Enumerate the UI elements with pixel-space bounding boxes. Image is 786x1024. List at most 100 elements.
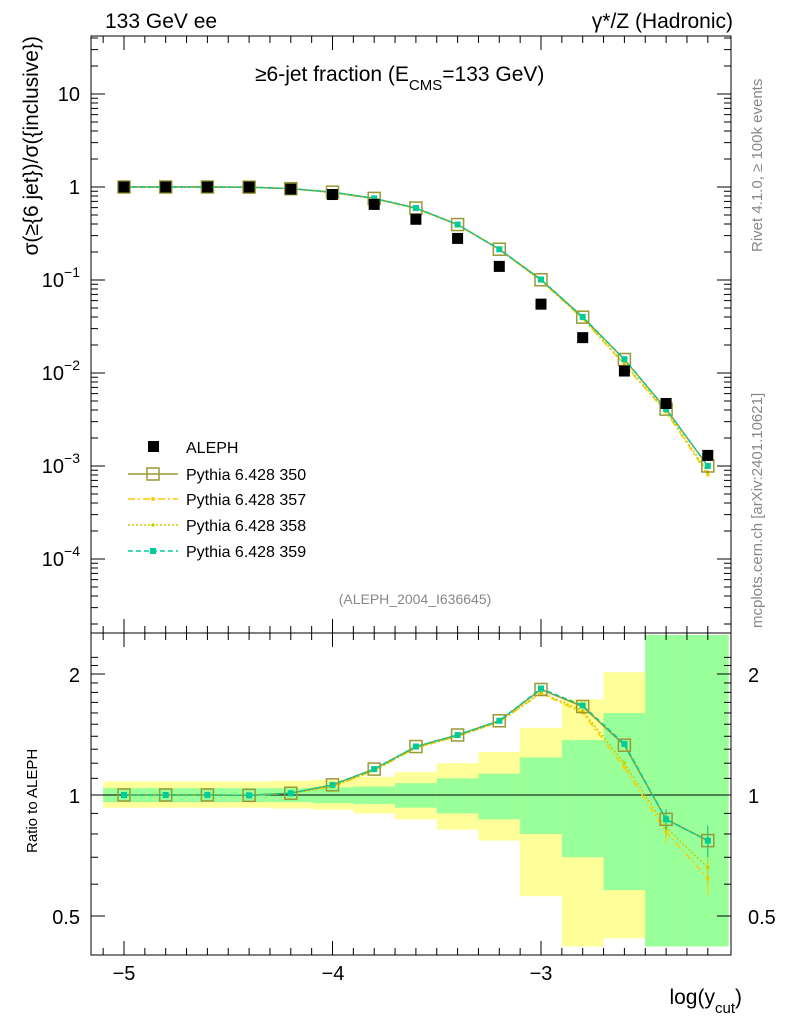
ratio-tick-label: 1 xyxy=(69,786,80,808)
x-tick-label: −4 xyxy=(322,963,345,985)
ratio-point-359 xyxy=(246,792,253,799)
chart-title-sub: CMS xyxy=(409,77,442,94)
stat-uncertainty-band xyxy=(436,778,479,814)
ratio-point-350 xyxy=(534,682,548,697)
legend-marker-357 xyxy=(151,497,155,501)
y-tick-label-base: 10 xyxy=(42,363,64,385)
data-point-aleph xyxy=(118,181,130,193)
data-point-aleph xyxy=(201,181,213,193)
series-point-350 xyxy=(492,242,507,256)
ratio-tick-labels-left: 0.5 1 2 xyxy=(52,665,80,929)
data-point-aleph xyxy=(493,260,505,272)
stat-uncertainty-band xyxy=(645,635,687,947)
ratio-point-350 xyxy=(117,788,131,802)
legend: ALEPH Pythia 6.428 350 Pythia 6.428 357 … xyxy=(128,440,306,561)
legend-label-357: Pythia 6.428 357 xyxy=(186,492,306,509)
data-point-aleph xyxy=(410,213,422,225)
ratio-tick-label: 2 xyxy=(69,665,80,687)
series-point-359 xyxy=(579,313,586,320)
ratio-frame xyxy=(90,632,732,956)
x-tick-label: −5 xyxy=(113,963,136,985)
ratio-point-359 xyxy=(287,790,294,797)
ratio-point-350 xyxy=(575,699,590,714)
ratio-point-350 xyxy=(367,762,381,776)
data-point-aleph xyxy=(368,198,380,210)
chart-title: ≥6-jet fraction (ECMS=133 GeV) xyxy=(255,63,544,94)
x-tick-labels: −5 −4 −3 xyxy=(113,963,553,985)
header-right: γ*/Z (Hadronic) xyxy=(592,10,733,33)
series-point-359 xyxy=(704,462,711,469)
stat-uncertainty-band xyxy=(478,773,521,820)
series-line-1 xyxy=(124,186,709,476)
data-point-aleph xyxy=(160,181,172,193)
ratio-point-350 xyxy=(325,778,340,792)
series-point-359 xyxy=(538,276,544,283)
series-point-350 xyxy=(534,272,548,287)
ratio-point-2 xyxy=(622,761,627,765)
data-point-aleph xyxy=(285,183,297,195)
ratio-point-2 xyxy=(580,708,585,713)
ratio-line-3 xyxy=(124,687,709,842)
y-tick-label-base: 10 xyxy=(42,549,64,571)
data-point-aleph xyxy=(327,189,338,201)
legend-label-aleph: ALEPH xyxy=(186,440,238,457)
rivet-label: Rivet 4.1.0, ≥ 100k events xyxy=(749,79,766,252)
data-point-aleph xyxy=(577,332,589,344)
main-series xyxy=(117,180,715,477)
legend-marker-350 xyxy=(146,467,160,481)
y-tick-label: 10−4 xyxy=(42,543,80,571)
data-point-aleph xyxy=(660,397,672,409)
y-tick-label: 10−3 xyxy=(42,450,80,478)
stat-uncertainty-band xyxy=(686,635,729,947)
uncertainty-bands xyxy=(103,635,729,947)
x-axis-title-sub: cut xyxy=(715,1000,736,1017)
y-tick-label-exp: −1 xyxy=(64,264,80,280)
x-tick-label: −3 xyxy=(530,963,553,985)
ratio-tick-label-right: 2 xyxy=(748,665,759,687)
y-tick-label-exp: −4 xyxy=(64,543,80,559)
series-point-359 xyxy=(621,356,628,363)
series-point-350 xyxy=(617,352,632,367)
y-tick-label-base: 10 xyxy=(58,84,80,106)
ratio-tick-label-right: 1 xyxy=(748,786,759,808)
series-point-350 xyxy=(117,180,131,194)
stat-uncertainty-band xyxy=(561,740,604,858)
ratio-point-350 xyxy=(492,714,507,728)
y-tick-label-base: 10 xyxy=(42,456,64,478)
series-line-3 xyxy=(124,186,709,467)
data-point-aleph xyxy=(535,298,547,310)
y-tick-label-base: 1 xyxy=(69,177,80,199)
series-line-0 xyxy=(124,186,709,467)
ratio-point-359 xyxy=(329,781,336,788)
y-tick-label: 10 xyxy=(58,84,80,106)
y-tick-label-exp: −3 xyxy=(64,450,80,466)
header-left: 133 GeV ee xyxy=(105,10,217,33)
ratio-point-359 xyxy=(496,717,503,724)
ratio-point-359 xyxy=(621,740,628,747)
x-axis-title: log(ycut) xyxy=(669,986,742,1017)
y-axis-title: σ(≥{6 jet})/σ({inclusive}) xyxy=(20,36,43,256)
series-point-350 xyxy=(450,217,465,232)
ratio-point-359 xyxy=(454,732,461,739)
x-axis-title-end: ) xyxy=(735,986,742,1009)
series-point-359 xyxy=(496,246,503,253)
y-tick-label-base: 10 xyxy=(42,270,64,292)
stat-uncertainty-band xyxy=(520,757,562,834)
ratio-tick-label: 0.5 xyxy=(52,907,80,929)
series-point-359 xyxy=(663,406,670,413)
ratio-tick-labels-right: 0.5 1 2 xyxy=(748,665,776,929)
ratio-point-359 xyxy=(121,792,127,798)
legend-label-350: Pythia 6.428 350 xyxy=(186,467,306,484)
ratio-point-350 xyxy=(409,739,423,754)
legend-marker-359 xyxy=(150,548,156,554)
y-tick-label: 10−1 xyxy=(42,264,80,292)
ratio-y-axis-title: Ratio to ALEPH xyxy=(24,749,41,853)
ratio-point-359 xyxy=(371,766,378,773)
series-point-1 xyxy=(706,472,710,477)
ratio-point-359 xyxy=(412,743,419,750)
ratio-point-359 xyxy=(162,792,169,798)
data-point-aleph xyxy=(452,232,464,244)
series-point-359 xyxy=(371,195,378,202)
